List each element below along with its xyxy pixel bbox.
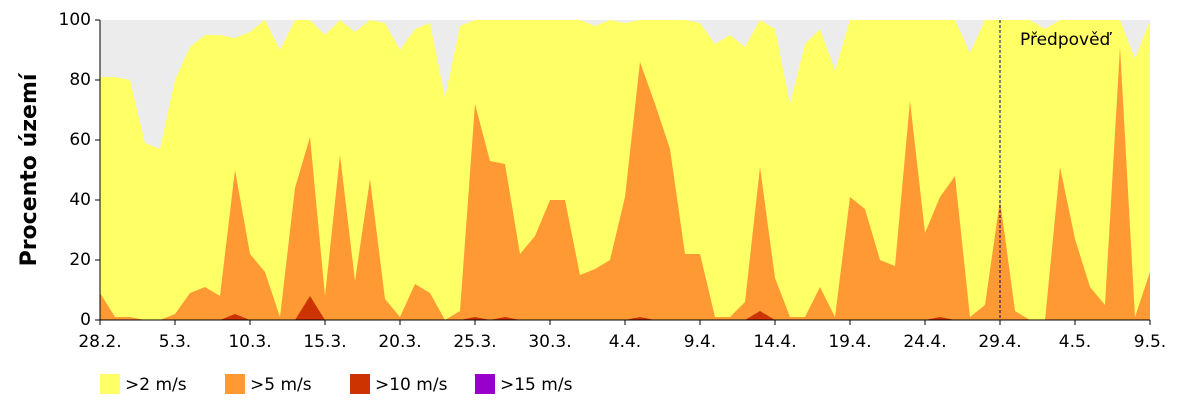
y-tick-label: 20 (69, 250, 91, 270)
legend-label: >10 m/s (375, 375, 448, 395)
y-tick-label: 80 (69, 70, 91, 90)
x-tick-label: 5.3. (159, 332, 191, 352)
x-tick-label: 28.2. (78, 332, 121, 352)
x-tick-label: 15.3. (303, 332, 346, 352)
legend-label: >5 m/s (250, 375, 312, 395)
x-tick-label: 10.3. (228, 332, 271, 352)
x-tick-label: 20.3. (378, 332, 421, 352)
y-axis-label: Procento území (17, 72, 42, 266)
x-tick-label: 14.4. (753, 332, 796, 352)
legend-swatch (100, 374, 120, 394)
legend-swatch (225, 374, 245, 394)
x-tick-label: 9.5. (1134, 332, 1166, 352)
x-tick-label: 24.4. (903, 332, 946, 352)
x-tick-label: 29.4. (978, 332, 1021, 352)
y-tick-label: 100 (59, 10, 91, 30)
x-tick-label: 4.5. (1059, 332, 1091, 352)
y-tick-label: 40 (69, 190, 91, 210)
legend-label: >2 m/s (125, 375, 187, 395)
x-tick-label: 30.3. (528, 332, 571, 352)
area (100, 296, 1150, 320)
x-tick-label: 25.3. (453, 332, 496, 352)
annotation: Předpověď (1020, 30, 1113, 50)
legend-swatch (475, 374, 495, 394)
x-tick-label: 9.4. (684, 332, 716, 352)
area (100, 47, 1150, 320)
legend-swatch (350, 374, 370, 394)
y-tick-label: 60 (69, 130, 91, 150)
x-tick-label: 4.4. (609, 332, 641, 352)
legend-label: >15 m/s (500, 375, 573, 395)
x-tick-label: 19.4. (828, 332, 871, 352)
y-tick-label: 0 (80, 310, 91, 330)
